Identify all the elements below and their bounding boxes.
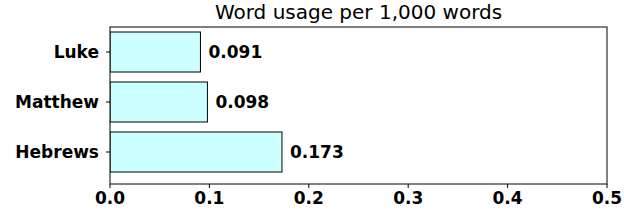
bar [110,82,207,122]
category-label: Matthew [15,92,99,112]
data-label: 0.091 [208,42,262,62]
category-label: Luke [54,42,99,62]
chart-container: Word usage per 1,000 words 0.091 Luke 0.098… [0,0,624,209]
y-tick [106,152,110,153]
x-tick-label: 0.2 [294,188,324,208]
x-tick-label: 0.3 [393,188,423,208]
bars [110,32,282,172]
x-tick-label: 0.5 [592,188,622,208]
category-label: Hebrews [15,142,99,162]
title: Word usage per 1,000 words [215,0,502,24]
data-label: 0.173 [290,142,344,162]
plot-frame [110,27,607,184]
x-tick-label: 0.1 [194,188,224,208]
bar [110,32,200,72]
chart-svg: Word usage per 1,000 words 0.091 Luke 0.098… [0,0,624,209]
data-label: 0.098 [215,92,269,112]
x-tick-label: 0.4 [493,188,523,208]
y-tick [106,102,110,103]
y-tick [106,52,110,53]
x-tick-label: 0.0 [95,188,125,208]
labels: 0.091 Luke 0.098 Matthew 0.173 Hebrews [15,42,344,162]
bar [110,132,282,172]
